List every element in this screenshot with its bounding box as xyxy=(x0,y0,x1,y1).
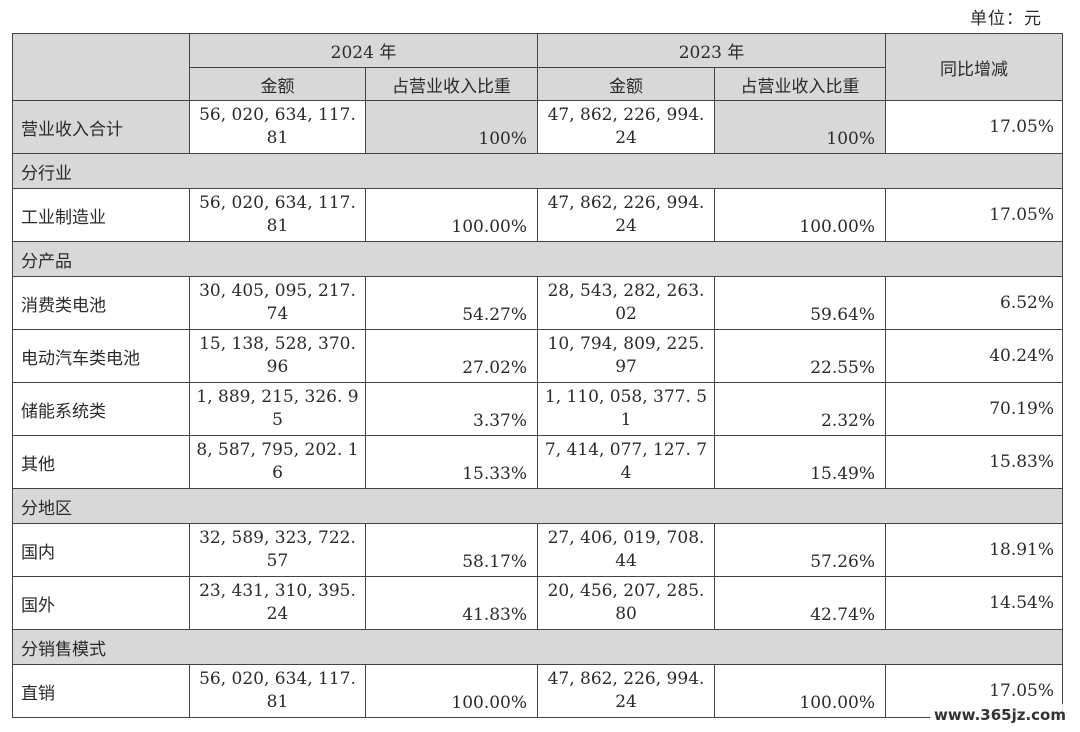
row-label: 其他 xyxy=(12,435,190,489)
row-label: 工业制造业 xyxy=(12,188,190,242)
group-label: 分销售模式 xyxy=(11,629,1064,665)
share-2024: 27.02% xyxy=(364,329,539,383)
yoy-change: 15.83% xyxy=(885,435,1064,489)
revenue-table: 2024 年 2023 年 同比增减 金额 占营业收入比重 金额 占营业收入比重… xyxy=(11,33,1064,718)
share-2023: 100.00% xyxy=(714,188,887,242)
group-label: 分地区 xyxy=(11,488,1064,524)
share-2023: 15.49% xyxy=(714,435,887,489)
share-2023: 57.26% xyxy=(714,523,887,577)
header-row-years: 2024 年 2023 年 同比增减 xyxy=(12,33,1064,101)
group-row-sales: 分销售模式 xyxy=(11,629,1064,665)
header-share-2023: 占营业收入比重 xyxy=(714,67,887,101)
amount-2024: 15, 138, 528, 370. 96 xyxy=(189,329,366,383)
amount-2024: 56, 020, 634, 117. 81 xyxy=(189,188,366,242)
watermark: www.365jz.com xyxy=(929,704,1070,726)
share-2024: 100.00% xyxy=(364,664,539,718)
group-row-industry: 分行业 xyxy=(11,153,1064,189)
amount-2024: 56, 020, 634, 117. 81 xyxy=(189,664,366,718)
header-amount-2023: 金额 xyxy=(537,67,716,101)
yoy-change: 17.05% xyxy=(885,188,1064,242)
yoy-change: 18.91% xyxy=(885,523,1064,577)
header-year-2023: 2023 年 xyxy=(537,33,887,68)
unit-label: 单位：元 xyxy=(970,9,1042,29)
table-row-total: 营业收入合计 56, 020, 634, 117. 81 100% 47, 862… xyxy=(12,100,1064,154)
group-row-region: 分地区 xyxy=(11,488,1064,524)
share-2024: 15.33% xyxy=(364,435,539,489)
header-yoy: 同比增减 xyxy=(885,33,1064,101)
share-2023: 100% xyxy=(714,100,887,154)
row-label: 营业收入合计 xyxy=(12,100,190,154)
group-label: 分行业 xyxy=(11,153,1064,189)
header-blank-cell xyxy=(12,33,190,101)
table-row-consumer: 消费类电池 30, 405, 095, 217. 74 54.27% 28, 54… xyxy=(12,276,1064,330)
share-2023: 22.55% xyxy=(714,329,887,383)
header-share-2024: 占营业收入比重 xyxy=(364,67,539,101)
table-row-direct: 直销 56, 020, 634, 117. 81 100.00% 47, 862,… xyxy=(12,664,1064,718)
table-row-industry: 工业制造业 56, 020, 634, 117. 81 100.00% 47, 8… xyxy=(12,188,1064,242)
row-label: 国内 xyxy=(12,523,190,577)
header-row-columns: 金额 占营业收入比重 金额 占营业收入比重 xyxy=(13,67,1063,101)
group-row-product: 分产品 xyxy=(11,241,1064,277)
group-label: 分产品 xyxy=(11,241,1064,277)
amount-2023: 27, 406, 019, 708. 44 xyxy=(537,523,716,577)
row-label: 电动汽车类电池 xyxy=(12,329,190,383)
table-row-domestic: 国内 32, 589, 323, 722. 57 58.17% 27, 406, … xyxy=(12,523,1064,577)
amount-2024: 30, 405, 095, 217. 74 xyxy=(189,276,366,330)
row-label: 储能系统类 xyxy=(12,382,190,436)
share-2024: 58.17% xyxy=(364,523,539,577)
yoy-change: 40.24% xyxy=(885,329,1064,383)
amount-2023: 10, 794, 809, 225. 97 xyxy=(537,329,716,383)
yoy-change: 14.54% xyxy=(885,576,1064,630)
header-amount-2024: 金额 xyxy=(189,67,366,101)
share-2023: 100.00% xyxy=(714,664,887,718)
header-year-2024: 2024 年 xyxy=(188,33,539,68)
share-2024: 100.00% xyxy=(364,188,539,242)
row-label: 国外 xyxy=(12,576,190,630)
row-label: 直销 xyxy=(12,664,190,718)
amount-2023: 47, 862, 226, 994. 24 xyxy=(537,188,716,242)
amount-2024: 23, 431, 310, 395. 24 xyxy=(189,576,366,630)
row-label: 消费类电池 xyxy=(12,276,190,330)
share-2024: 3.37% xyxy=(364,382,539,436)
share-2024: 54.27% xyxy=(364,276,539,330)
amount-2023: 20, 456, 207, 285. 80 xyxy=(537,576,716,630)
share-2023: 42.74% xyxy=(714,576,887,630)
amount-2024: 56, 020, 634, 117. 81 xyxy=(189,100,366,154)
yoy-change: 17.05% xyxy=(885,100,1064,154)
share-2023: 59.64% xyxy=(714,276,887,330)
yoy-change: 70.19% xyxy=(885,382,1064,436)
yoy-change: 6.52% xyxy=(885,276,1064,330)
table-row-overseas: 国外 23, 431, 310, 395. 24 41.83% 20, 456, … xyxy=(12,576,1064,630)
amount-2023: 47, 862, 226, 994. 24 xyxy=(537,664,716,718)
amount-2023: 28, 543, 282, 263. 02 xyxy=(537,276,716,330)
share-2024: 41.83% xyxy=(364,576,539,630)
share-2023: 2.32% xyxy=(714,382,887,436)
share-2024: 100% xyxy=(364,100,539,154)
table-row-ev: 电动汽车类电池 15, 138, 528, 370. 96 27.02% 10, … xyxy=(12,329,1064,383)
amount-2024: 32, 589, 323, 722. 57 xyxy=(189,523,366,577)
amount-2023: 47, 862, 226, 994. 24 xyxy=(537,100,716,154)
